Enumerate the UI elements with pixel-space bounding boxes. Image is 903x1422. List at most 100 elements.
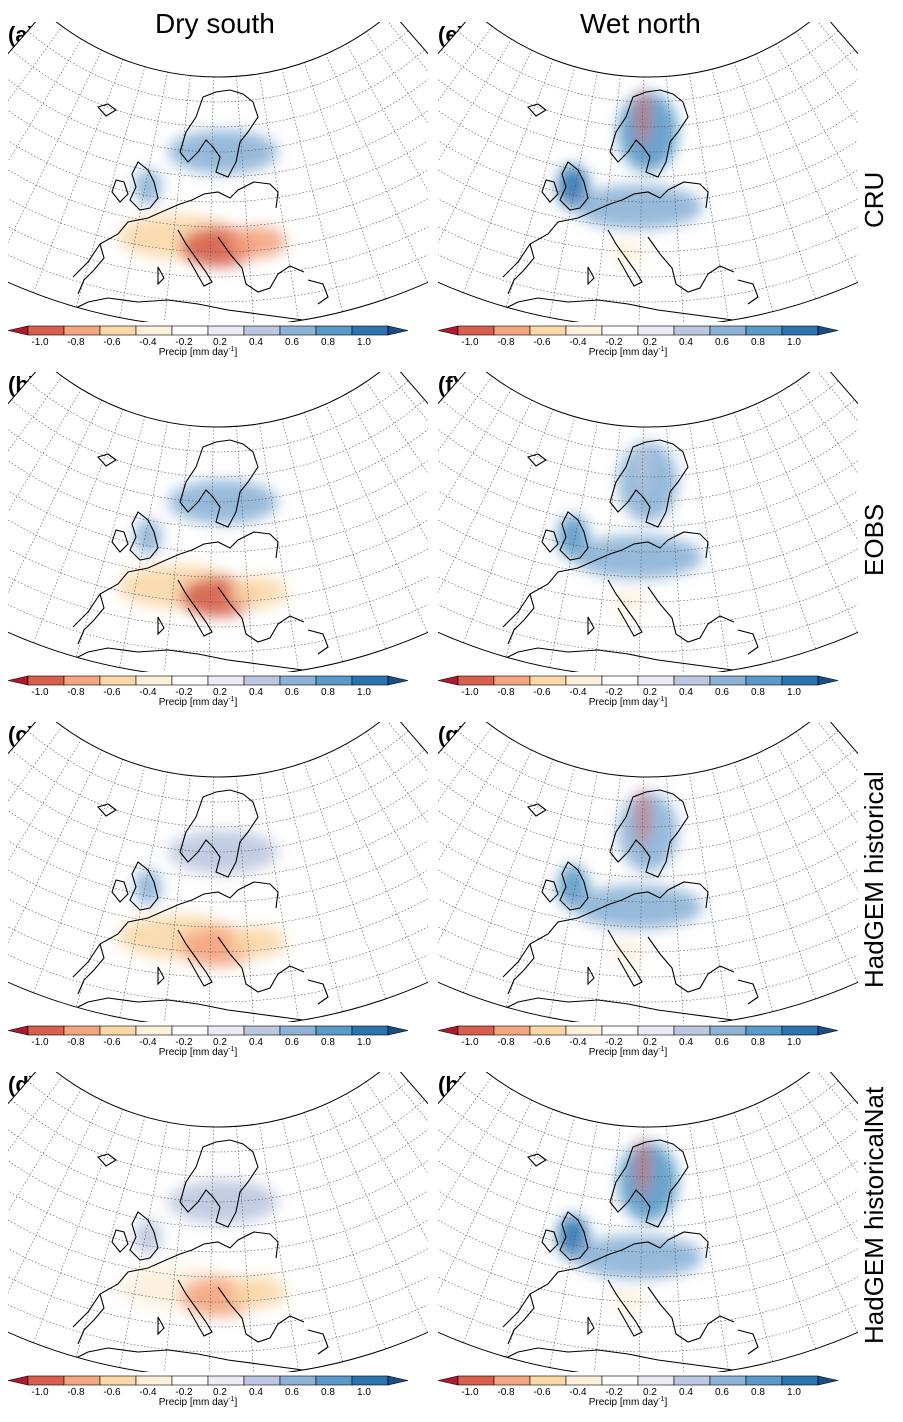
colorbar-swatch — [27, 1375, 65, 1386]
coastlines — [67, 789, 329, 1022]
colorbar-swatch — [781, 675, 819, 686]
map-frame — [8, 1072, 428, 1372]
colorbar-swatch — [601, 325, 639, 336]
colorbar-swatch — [565, 675, 603, 686]
colorbar-tick-label: 0.8 — [751, 687, 765, 698]
anomaly-blob — [573, 185, 703, 229]
graticule — [8, 372, 428, 672]
panel-e: (e) -1.0 -0.8 -0.6 -0.4 -0.2 0.2 0.4 0.6 0.8 1.0 Pr… — [438, 22, 858, 372]
colorbar-min-arrow — [438, 1025, 459, 1036]
coastlines — [497, 789, 759, 1022]
colorbar-tick-label: -0.8 — [497, 687, 515, 698]
colorbar-tick-label: -1.0 — [461, 1037, 479, 1048]
colorbar-swatch — [207, 675, 245, 686]
column-title-wet-north: Wet north — [580, 8, 701, 39]
precip-anomaly-field — [118, 1180, 286, 1317]
colorbar-tick-label: -0.4 — [139, 1387, 157, 1398]
colorbar-swatch — [207, 1025, 245, 1036]
colorbar-swatch — [637, 675, 675, 686]
colorbar-swatch — [565, 325, 603, 336]
colorbar-swatch — [315, 1025, 353, 1036]
colorbar-tick-label: -0.2 — [605, 1387, 623, 1398]
graticule — [438, 722, 858, 1022]
colorbar-swatch — [171, 1375, 209, 1386]
colorbar-swatch — [351, 675, 389, 686]
colorbar-swatch — [601, 675, 639, 686]
colorbar-tick-label: -0.6 — [533, 687, 551, 698]
colorbar-swatch — [673, 1375, 711, 1386]
map-frame — [438, 1072, 858, 1372]
colorbar-swatch — [27, 325, 65, 336]
colorbar-swatch — [673, 675, 711, 686]
anomaly-blob — [168, 1180, 278, 1224]
colorbar-tick-label: 0.4 — [679, 337, 693, 348]
colorbar-min-arrow — [8, 1375, 29, 1386]
colorbar-tick-label: -1.0 — [461, 1387, 479, 1398]
colorbar-tick-label: 0.4 — [249, 687, 263, 698]
colorbar-swatch — [457, 1375, 495, 1386]
colorbar-tick-label: 0.8 — [751, 337, 765, 348]
colorbar-tick-label: 1.0 — [357, 1387, 371, 1398]
colorbar-tick-label: -0.6 — [103, 687, 121, 698]
panel-d: (d) -1.0 -0.8 -0.6 -0.4 -0.2 0.2 0.4 0.6 0.8 1.0 Pr… — [8, 1072, 428, 1422]
anomaly-blob — [618, 1142, 678, 1222]
colorbar-swatch — [493, 325, 531, 336]
colorbar-swatch — [673, 325, 711, 336]
anomaly-blob — [638, 89, 648, 145]
row-title-eobs: EOBS — [859, 503, 889, 577]
anomaly-blob — [230, 576, 286, 608]
coastlines — [67, 1139, 329, 1372]
colorbar-swatch — [529, 325, 567, 336]
colorbar-swatch — [493, 1025, 531, 1036]
colorbar-swatch — [135, 325, 173, 336]
colorbar-tick-label: -0.4 — [569, 337, 587, 348]
colorbar-min-arrow — [438, 325, 459, 336]
colorbar-min-arrow — [8, 675, 29, 686]
colorbar-tick-label: -0.4 — [569, 687, 587, 698]
colorbar-max-arrow — [817, 675, 839, 686]
anomaly-blob — [134, 169, 162, 205]
colorbar-swatch — [709, 325, 747, 336]
colorbar-tick-label: 1.0 — [357, 1037, 371, 1048]
graticule — [8, 1072, 428, 1372]
anomaly-blob — [134, 1219, 162, 1255]
colorbar-tick-label: -1.0 — [461, 687, 479, 698]
colorbar-swatch — [279, 1025, 317, 1036]
colorbar-swatch — [315, 675, 353, 686]
anomaly-blob — [230, 1276, 286, 1308]
colorbar-swatch — [601, 1025, 639, 1036]
colorbar-swatch — [565, 1375, 603, 1386]
colorbar-swatch — [565, 1025, 603, 1036]
colorbar-tick-label: 0.8 — [321, 337, 335, 348]
map-figure — [438, 722, 858, 1022]
colorbar-tick-label: -0.4 — [139, 1037, 157, 1048]
colorbar-tick-label: 0.4 — [249, 1387, 263, 1398]
colorbar: -1.0 -0.8 -0.6 -0.4 -0.2 0.2 0.4 0.6 0.8 1.0 Preci… — [8, 1375, 409, 1408]
colorbar-tick-label: 0.2 — [643, 1037, 657, 1048]
colorbar-swatch — [63, 1375, 101, 1386]
colorbar: -1.0 -0.8 -0.6 -0.4 -0.2 0.2 0.4 0.6 0.8 1.0 Preci… — [438, 1025, 839, 1058]
colorbar-swatch — [243, 325, 281, 336]
anomaly-blob — [168, 480, 278, 524]
graticule — [8, 22, 428, 322]
colorbar-tick-label: 0.4 — [249, 1037, 263, 1048]
colorbar-swatch — [99, 325, 137, 336]
colorbar-swatch — [99, 675, 137, 686]
anomaly-blob — [612, 240, 644, 264]
map-figure — [438, 22, 858, 322]
colorbar-tick-label: 0.6 — [285, 1387, 299, 1398]
colorbar-tick-label: 0.2 — [643, 337, 657, 348]
colorbar-tick-label: -0.8 — [67, 687, 85, 698]
colorbar-swatch — [637, 1375, 675, 1386]
colorbar-tick-label: -0.2 — [605, 687, 623, 698]
colorbar-tick-label: -0.2 — [605, 337, 623, 348]
colorbar-tick-label: 0.6 — [715, 337, 729, 348]
colorbar-swatch — [637, 325, 675, 336]
map-figure — [8, 722, 428, 1022]
precip-anomaly-field — [118, 130, 286, 267]
colorbar-swatch — [601, 1375, 639, 1386]
colorbar-swatch — [745, 325, 783, 336]
colorbar-tick-label: 1.0 — [357, 337, 371, 348]
colorbar-swatch — [171, 325, 209, 336]
colorbar-swatch — [243, 1375, 281, 1386]
